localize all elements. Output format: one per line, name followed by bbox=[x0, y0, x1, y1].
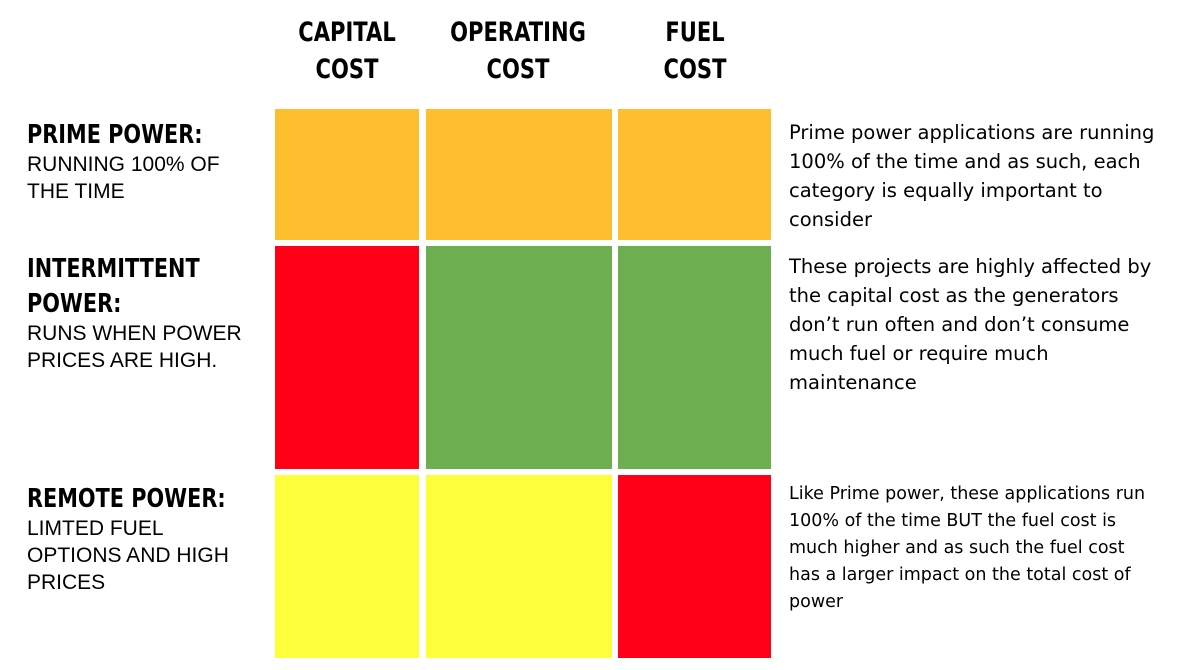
cell-remote-capital bbox=[275, 475, 419, 658]
description-remote-power: Like Prime power, these applications run… bbox=[789, 484, 1146, 612]
cell-remote-fuel bbox=[618, 475, 771, 658]
row-title: INTERMITTENT POWER: bbox=[27, 254, 200, 319]
row-title: PRIME POWER: bbox=[27, 120, 203, 150]
row-subtitle: RUNNING 100% OF THE TIME bbox=[27, 153, 220, 203]
cell-intermittent-capital bbox=[275, 246, 419, 469]
cell-remote-operating bbox=[426, 475, 612, 658]
description-intermittent-power: These projects are highly affected by th… bbox=[789, 255, 1152, 394]
row-title: REMOTE POWER: bbox=[27, 484, 226, 514]
description-prime-power: Prime power applications are running 100… bbox=[789, 121, 1155, 231]
row-header-prime-power: PRIME POWER: RUNNING 100% OF THE TIME bbox=[27, 118, 267, 205]
row-header-remote-power: REMOTE POWER: LIMTED FUEL OPTIONS AND HI… bbox=[27, 482, 267, 596]
column-header-fuel-cost: FUEL COST bbox=[663, 17, 727, 85]
row-subtitle: RUNS WHEN POWER PRICES ARE HIGH. bbox=[27, 322, 242, 372]
cell-prime-capital bbox=[275, 109, 419, 240]
cell-intermittent-operating bbox=[426, 246, 612, 469]
cell-prime-operating bbox=[426, 109, 612, 240]
row-header-intermittent-power: INTERMITTENT POWER: RUNS WHEN POWER PRIC… bbox=[27, 252, 267, 374]
cell-prime-fuel bbox=[618, 109, 771, 240]
column-header-capital-cost: CAPITAL COST bbox=[298, 17, 396, 85]
row-subtitle: LIMTED FUEL OPTIONS AND HIGH PRICES bbox=[27, 517, 229, 594]
cell-intermittent-fuel bbox=[618, 246, 771, 469]
column-header-operating-cost: OPERATING COST bbox=[450, 17, 586, 85]
